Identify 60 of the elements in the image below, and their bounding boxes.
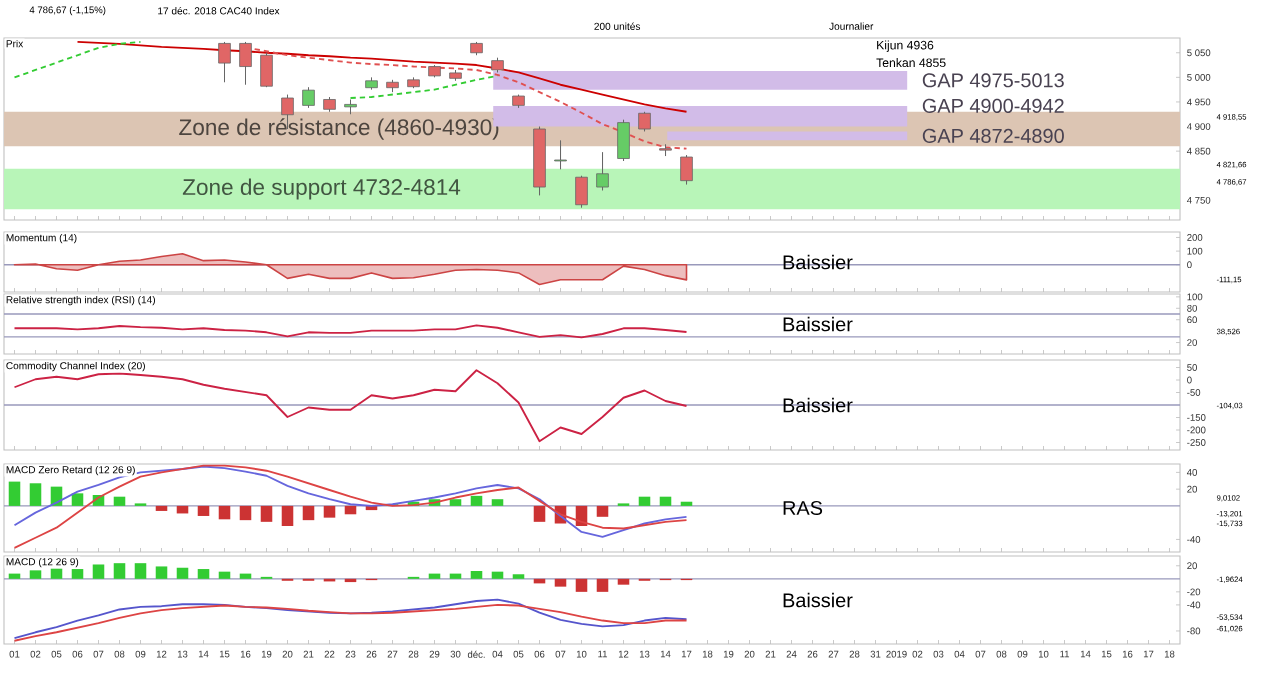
bar [449, 573, 462, 579]
bar [449, 499, 462, 506]
bar [428, 573, 441, 579]
band-label: GAP 4900-4942 [922, 98, 1064, 113]
bar [71, 493, 84, 506]
bar [8, 573, 21, 579]
candlestick [575, 175, 588, 209]
bar [596, 505, 609, 517]
band-label: GAP 4872-4890 [922, 128, 1064, 143]
candlestick [239, 41, 252, 86]
bar [113, 563, 126, 579]
bar [491, 571, 504, 579]
bar [470, 495, 483, 506]
candlestick [302, 86, 315, 109]
bar [575, 578, 588, 592]
bar [176, 567, 189, 579]
bar [92, 564, 105, 579]
bar [71, 569, 84, 579]
annotation: Baissier [783, 592, 853, 608]
band-label: Zone de support 4732-4814 [182, 178, 461, 200]
candlestick [638, 111, 651, 132]
bar [29, 570, 42, 579]
bar [533, 505, 546, 522]
bar [491, 499, 504, 506]
bar [50, 568, 63, 579]
bar [155, 566, 168, 579]
bar [617, 578, 630, 585]
candlestick [260, 52, 273, 88]
annotation: Baissier [783, 254, 853, 270]
bar [155, 505, 168, 511]
bar [218, 571, 231, 579]
bar [113, 496, 126, 506]
bar [29, 483, 42, 506]
annotation: Baissier [783, 397, 853, 413]
bar [260, 505, 273, 522]
band-label: Zone de résistance (4860-4930) [179, 118, 499, 140]
bar [197, 505, 210, 516]
candlestick [617, 119, 630, 162]
bar [554, 578, 567, 587]
bar [8, 481, 21, 506]
bar [281, 505, 294, 527]
bar [197, 569, 210, 579]
candlestick [680, 154, 693, 186]
bar [344, 505, 357, 515]
annotation: Baissier [783, 316, 853, 332]
bar [638, 496, 651, 506]
candlestick [218, 41, 231, 83]
bar [470, 571, 483, 579]
band-label: GAP 4975-5013 [922, 73, 1064, 88]
bar [134, 563, 147, 579]
candlestick [596, 151, 609, 192]
bar [596, 578, 609, 592]
bar [239, 505, 252, 521]
bar [218, 505, 231, 520]
bar [659, 496, 672, 506]
annotation: RAS [783, 500, 823, 516]
bar [323, 505, 336, 518]
bar [302, 505, 315, 521]
candlestick [554, 139, 567, 170]
bar [239, 573, 252, 579]
